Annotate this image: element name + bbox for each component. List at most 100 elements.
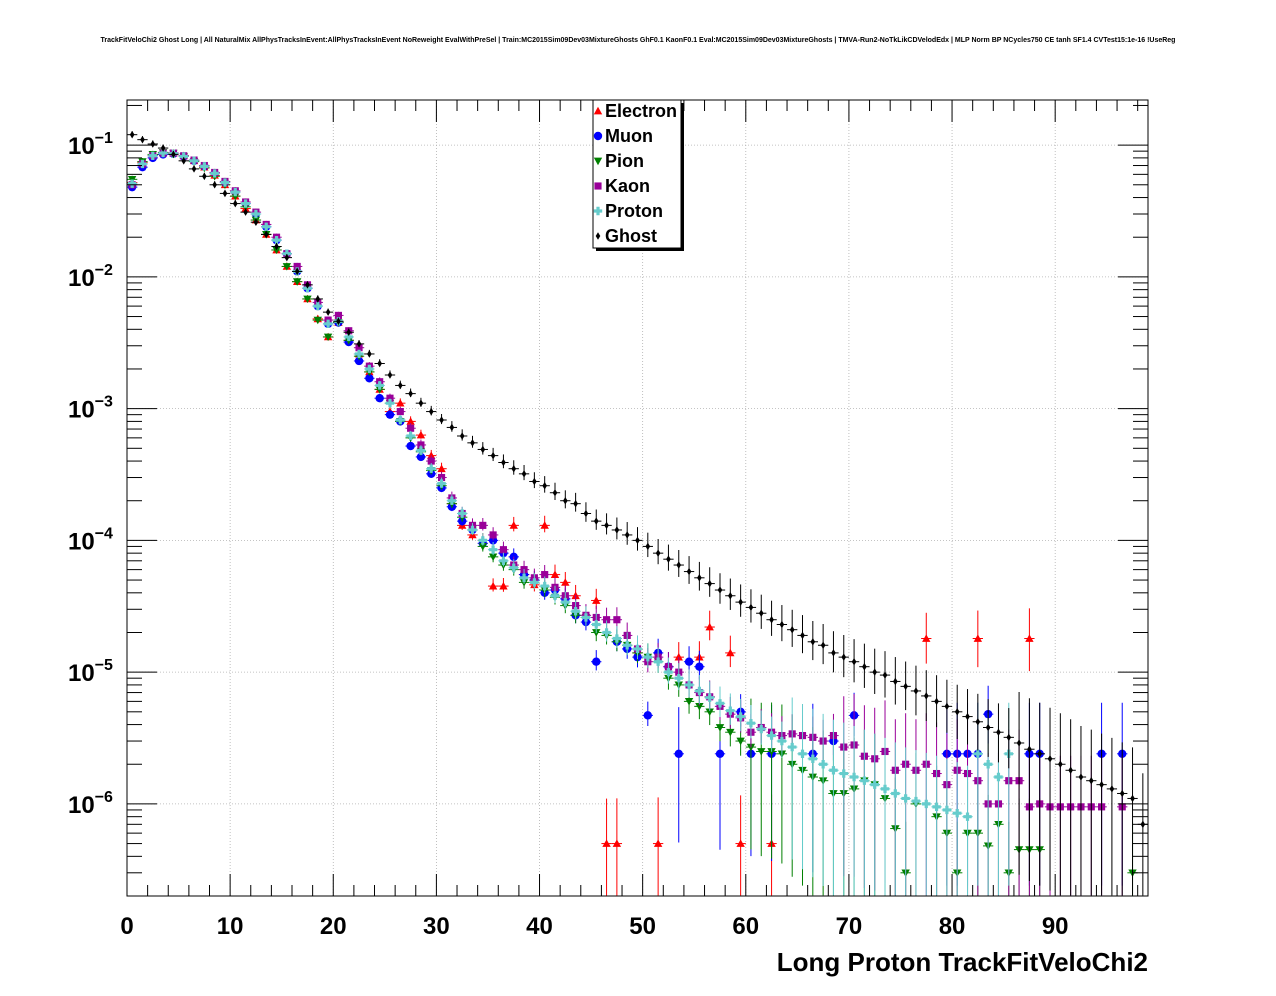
data-point (738, 598, 743, 606)
data-point (851, 657, 857, 666)
data-point (313, 301, 322, 311)
data-point (509, 521, 518, 529)
data-point (695, 662, 704, 671)
legend-label: Ghost (605, 226, 657, 246)
data-point (1119, 789, 1125, 798)
data-point (447, 496, 457, 505)
data-point (427, 464, 436, 473)
data-point (323, 333, 333, 342)
data-point (1109, 785, 1115, 793)
data-point (272, 246, 281, 255)
y-tick-label: 10−1 (68, 130, 113, 160)
data-point (437, 479, 446, 488)
data-point (179, 152, 188, 161)
data-point (622, 641, 632, 650)
data-point (583, 509, 589, 518)
data-point (355, 344, 363, 352)
series-proton (127, 148, 1014, 896)
data-point (820, 641, 826, 650)
data-point (829, 766, 838, 775)
series-muon (127, 149, 1128, 886)
data-point (171, 150, 176, 159)
data-point (1088, 776, 1094, 785)
data-point (408, 389, 413, 398)
data-point (303, 295, 312, 304)
data-point (457, 509, 467, 518)
legend-entry-proton: Proton (593, 201, 663, 221)
data-point (787, 742, 797, 752)
data-point (664, 667, 673, 677)
data-point (684, 657, 694, 666)
x-tick-label: 70 (836, 913, 863, 940)
data-point (158, 148, 168, 158)
data-point (592, 620, 601, 629)
data-point (1058, 760, 1063, 769)
data-point (684, 698, 694, 706)
data-point (396, 398, 405, 407)
data-point (891, 789, 900, 798)
data-point (365, 374, 374, 383)
data-point (210, 169, 219, 178)
series-ghost (127, 130, 1148, 896)
data-point (427, 451, 436, 459)
data-point (315, 295, 321, 303)
data-point (872, 668, 878, 676)
data-point (406, 431, 415, 441)
legend-entry-ghost: Ghost (595, 226, 657, 246)
data-point (705, 708, 714, 717)
data-point (841, 653, 847, 661)
legend-marker (593, 131, 603, 141)
data-point (963, 812, 972, 821)
data-point (253, 218, 259, 226)
data-point (614, 526, 620, 534)
data-point (602, 616, 611, 624)
data-point (705, 693, 714, 702)
series-pion (127, 148, 1138, 896)
y-tick-label: 10−4 (68, 525, 113, 555)
data-point (922, 799, 931, 809)
data-point (417, 441, 425, 449)
data-point (439, 416, 444, 424)
data-point (643, 711, 653, 720)
chart-title: TrackFitVeloChi2 Ghost Long | All Natura… (101, 37, 1176, 44)
legend-label: Pion (605, 151, 644, 171)
data-point (282, 249, 292, 258)
data-point (736, 737, 745, 746)
data-point (996, 728, 1001, 737)
data-point (449, 423, 455, 432)
data-point (746, 718, 756, 728)
data-point (1099, 780, 1104, 789)
data-point (375, 381, 384, 390)
data-point (932, 802, 941, 812)
data-point (428, 407, 434, 416)
data-point (181, 157, 187, 165)
data-point (862, 662, 867, 671)
data-point (686, 567, 692, 576)
x-tick-label: 20 (320, 913, 347, 940)
data-point (407, 424, 415, 432)
legend: Electron Muon Pion Kaon Proton Ghost (592, 99, 684, 251)
data-point (880, 784, 890, 794)
data-point (800, 631, 805, 640)
data-point (674, 749, 683, 759)
data-point (222, 189, 228, 198)
data-point (243, 208, 248, 216)
data-point (251, 209, 261, 219)
data-point (736, 712, 745, 721)
data-point (983, 760, 993, 769)
data-point (397, 381, 403, 390)
y-tick-label: 10−6 (68, 789, 113, 819)
data-point (653, 839, 663, 847)
data-point (913, 687, 919, 695)
data-point (757, 748, 766, 756)
data-point (356, 340, 362, 348)
data-point (375, 386, 384, 394)
data-point (674, 652, 683, 661)
data-point (1068, 766, 1073, 775)
data-point (695, 702, 704, 711)
legend-entry-electron: Electron (593, 101, 677, 121)
data-point (973, 749, 983, 759)
data-point (562, 496, 568, 505)
data-point (262, 222, 271, 231)
data-point (1130, 794, 1135, 803)
